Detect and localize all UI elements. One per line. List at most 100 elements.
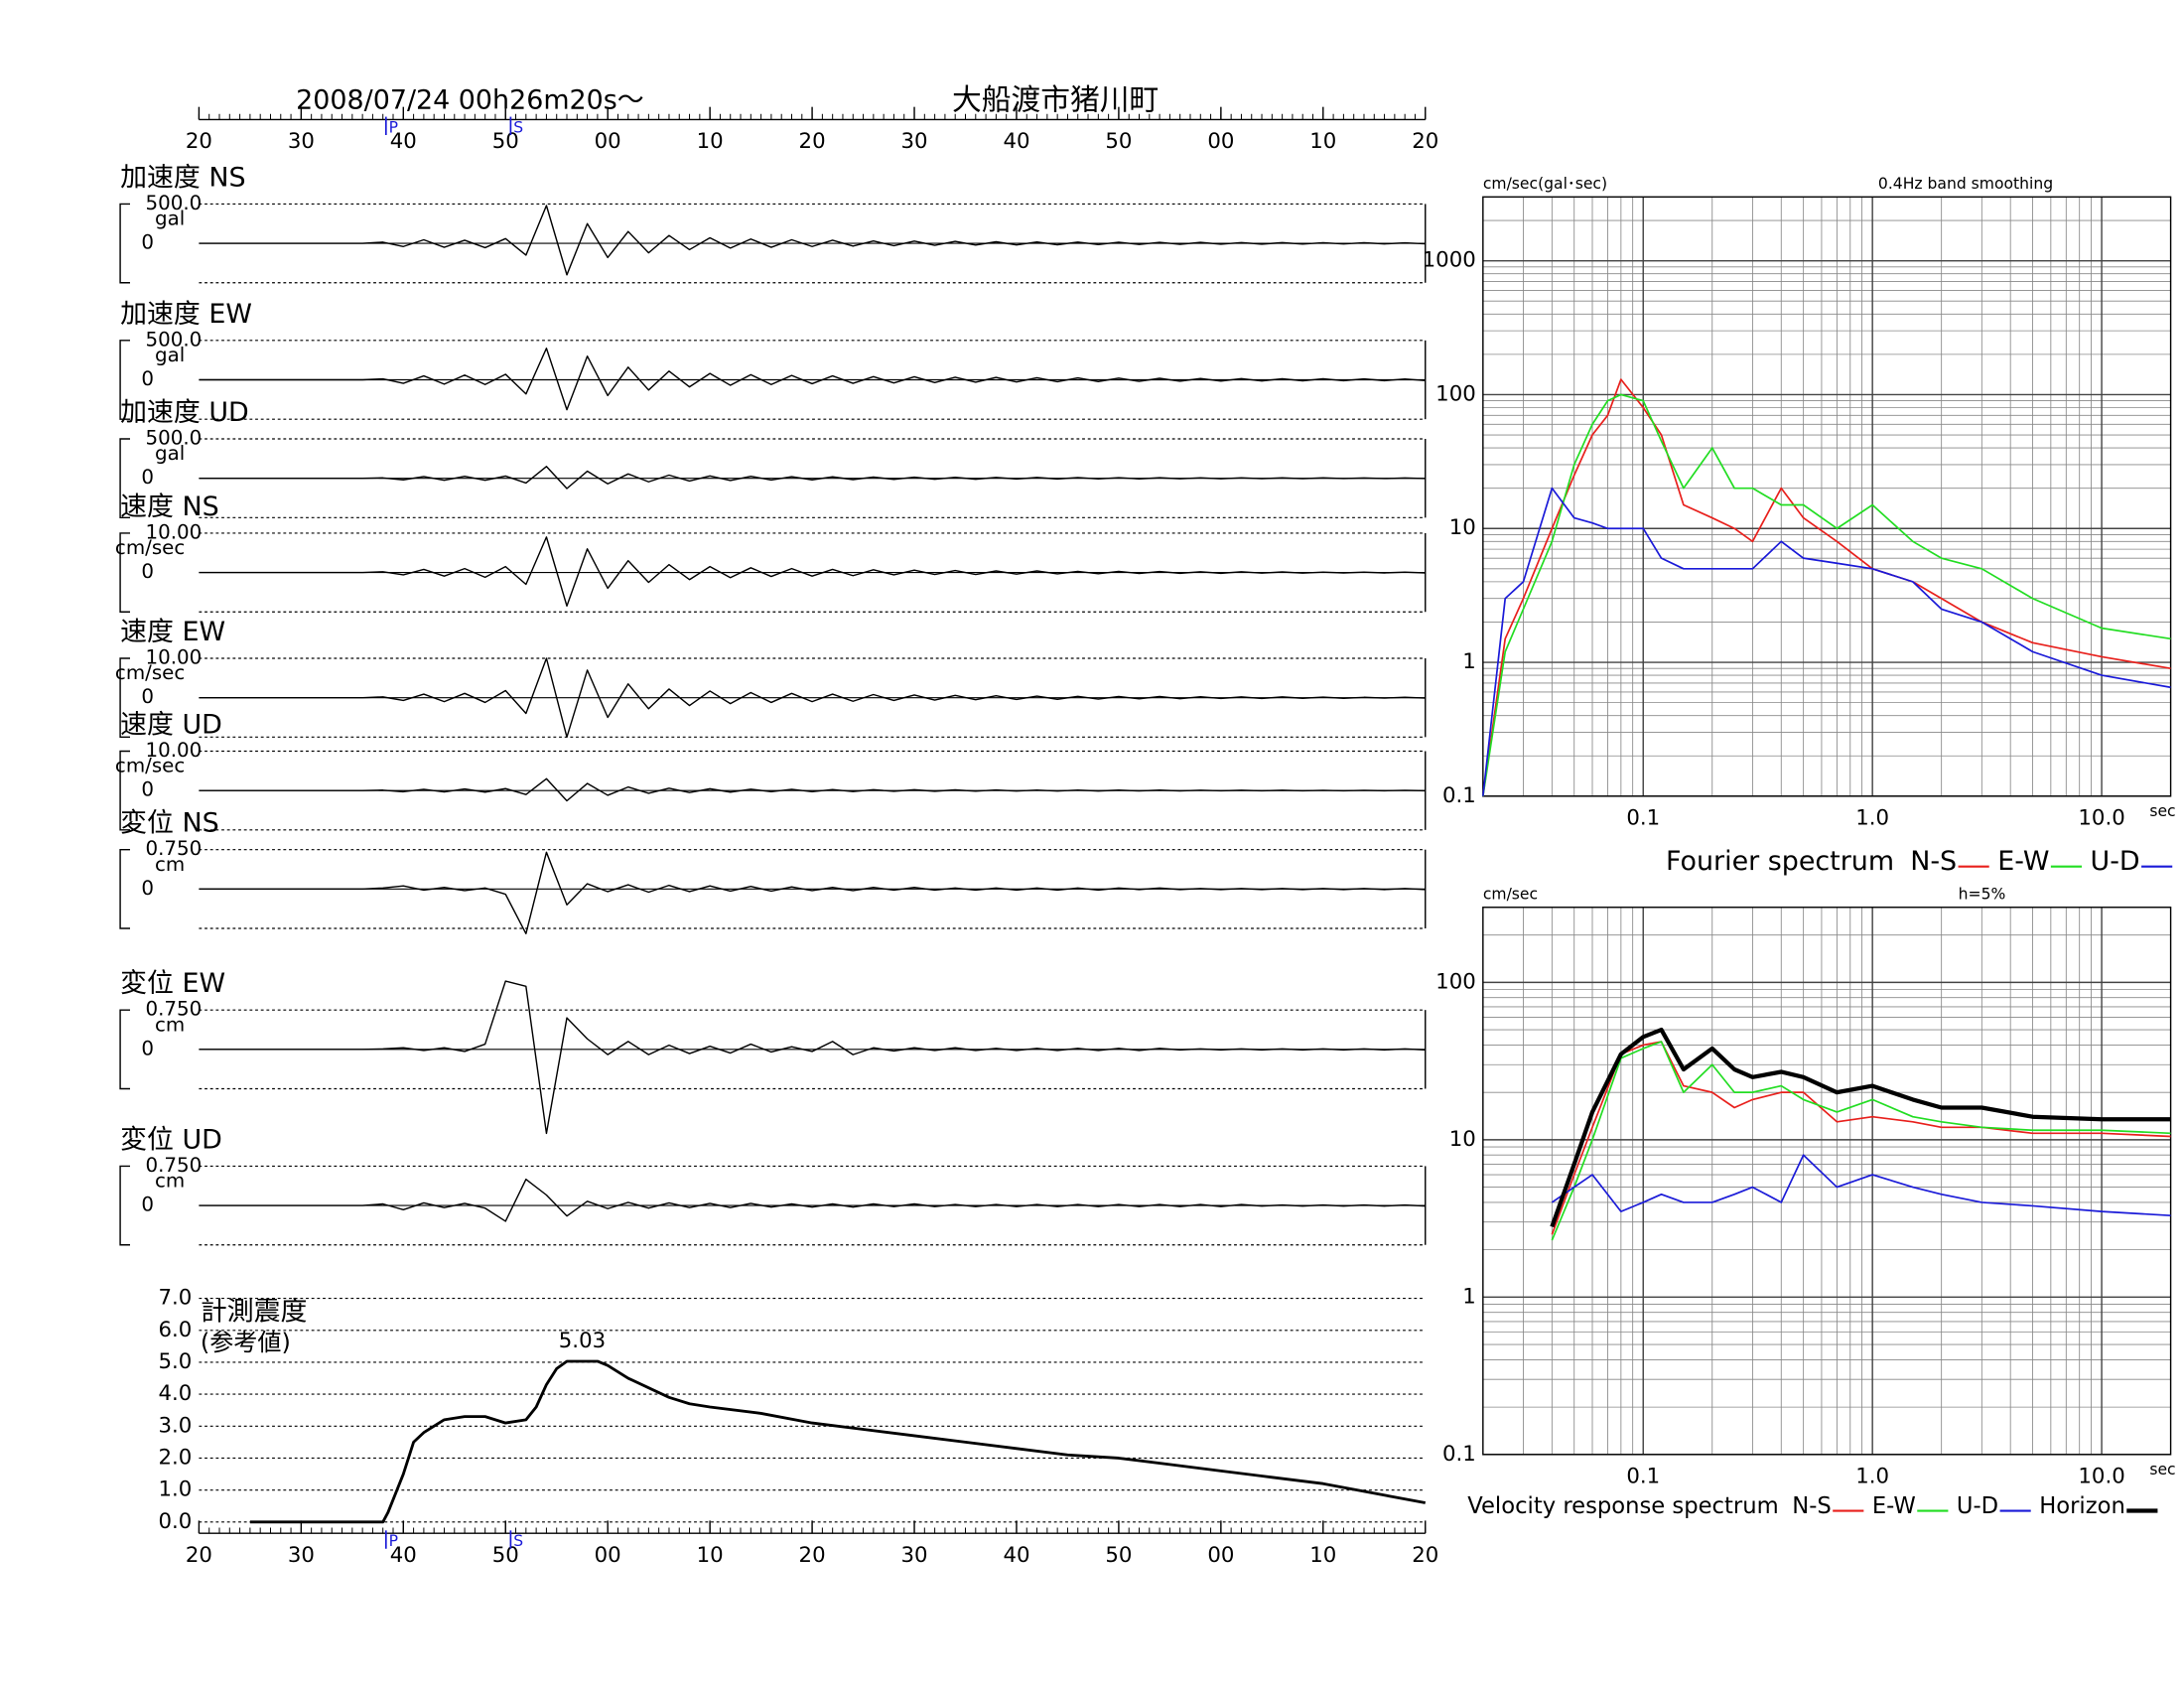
panel-title: 変位 EW: [120, 968, 225, 999]
chart-note: 0.4Hz band smoothing: [1878, 175, 2053, 193]
phase-label: S: [513, 1532, 523, 1550]
spectrum-line: [1481, 378, 2171, 796]
legend-label: N-S: [1910, 846, 1957, 877]
y-tick-label: 1: [1462, 1284, 1476, 1309]
unit-label: cm/sec: [115, 755, 185, 777]
waveform: [199, 1178, 1426, 1222]
legend-title: Velocity response spectrum: [1467, 1493, 1778, 1519]
y-tick-label: 0: [141, 560, 154, 583]
chart-subtitle: (参考値): [201, 1329, 291, 1356]
station: 大船渡市猪川町: [952, 83, 1159, 118]
legend-label: Horizon: [2039, 1493, 2125, 1519]
panel-title: 加速度 EW: [120, 299, 252, 330]
panel-bracket: [119, 657, 131, 739]
spectrum-line: [1551, 1154, 2171, 1217]
y-tick-label: 500.0: [145, 427, 202, 450]
unit-label: gal: [155, 208, 185, 230]
x-tick-label: 00: [595, 129, 621, 154]
panel-bracket: [119, 1165, 131, 1246]
x-tick-label: 40: [1003, 129, 1029, 154]
x-tick-label: 10.0: [2078, 806, 2124, 831]
x-tick-label: 20: [186, 1543, 212, 1568]
x-tick-label: 30: [288, 1543, 315, 1568]
y-tick-label: 10.00: [145, 739, 202, 762]
x-tick-label: 50: [1105, 129, 1132, 154]
x-tick-label: 20: [1412, 129, 1438, 154]
unit-label: gal: [155, 344, 185, 366]
x-tick-label: 1.0: [1855, 806, 1889, 831]
x-tick-label: 30: [901, 129, 928, 154]
y-tick-label: 2.0: [159, 1445, 193, 1470]
x-tick-label: 30: [288, 129, 315, 154]
y-tick-label: 10.00: [145, 520, 202, 543]
spectrum-line: [1551, 1041, 2171, 1241]
legend-label: N-S: [1792, 1493, 1832, 1519]
panel-title: 加速度 UD: [120, 397, 249, 428]
y-tick-label: 1000: [1423, 248, 1476, 273]
phase-label: S: [513, 118, 523, 136]
x-tick-label: 0.1: [1626, 1465, 1660, 1489]
x-tick-label: 0.1: [1626, 806, 1660, 831]
x-tick-label: 00: [1207, 129, 1234, 154]
y-tick-label: 5.0: [159, 1349, 193, 1374]
x-tick-label: 1.0: [1855, 1465, 1889, 1489]
spectrum-line: [1550, 1027, 2171, 1228]
x-tick-label: 20: [799, 1543, 826, 1568]
y-tick-label: 0: [141, 1037, 154, 1059]
panel-bracket: [119, 532, 131, 613]
y-tick-label: 1.0: [159, 1477, 193, 1502]
y-tick-label: 0.750: [145, 998, 202, 1021]
unit-label: cm: [155, 853, 185, 876]
waveform: [199, 205, 1426, 276]
datetime: 2008/07/24 00h26m20s〜: [296, 85, 644, 116]
y-tick-label: 0: [141, 685, 154, 708]
y-tick-label: 10: [1449, 1127, 1476, 1152]
unit-label: cm: [155, 1170, 185, 1193]
x-axis-label: sec: [2149, 1461, 2175, 1478]
x-tick-label: 00: [1207, 1543, 1234, 1568]
x-axis-label: sec: [2149, 802, 2175, 820]
y-tick-label: 7.0: [159, 1286, 193, 1311]
waveform: [199, 536, 1426, 608]
unit-label: cm: [155, 1013, 185, 1036]
y-tick-label: 0.1: [1442, 1442, 1476, 1467]
y-tick-label: 6.0: [159, 1318, 193, 1342]
waveform: [199, 657, 1426, 739]
y-tick-label: 100: [1435, 381, 1476, 406]
waveform: [199, 980, 1426, 1135]
x-tick-label: 30: [901, 1543, 928, 1568]
legend-label: U-D: [1957, 1493, 1998, 1519]
annotation: 5.03: [559, 1329, 606, 1353]
y-tick-label: 3.0: [159, 1413, 193, 1438]
y-tick-label: 0: [141, 367, 154, 390]
panel-bracket: [119, 1009, 131, 1090]
phase-label: P: [389, 118, 398, 136]
legend-title: Fourier spectrum: [1666, 846, 1894, 877]
x-tick-label: 40: [1003, 1543, 1029, 1568]
x-tick-label: 50: [1105, 1543, 1132, 1568]
y-tick-label: 10.00: [145, 646, 202, 669]
x-tick-label: 10: [697, 129, 724, 154]
unit-label: cm/sec: [115, 536, 185, 559]
unit-label: cm/sec: [115, 661, 185, 684]
y-axis-label: cm/sec: [1483, 886, 1538, 904]
x-tick-label: 10: [1309, 1543, 1336, 1568]
panel-bracket: [119, 848, 131, 929]
y-tick-label: 500.0: [145, 328, 202, 351]
panel-bracket: [119, 438, 131, 519]
panel-title: 速度 EW: [120, 617, 225, 647]
y-tick-label: 0.0: [159, 1509, 193, 1534]
waveform: [199, 466, 1426, 490]
panel-title: 加速度 NS: [120, 162, 245, 193]
intensity-line: [249, 1359, 1427, 1524]
panel-bracket: [119, 750, 131, 831]
y-tick-label: 0: [141, 466, 154, 489]
x-tick-label: 40: [390, 1543, 417, 1568]
y-tick-label: 0.750: [145, 1154, 202, 1177]
y-tick-label: 0.1: [1442, 783, 1476, 808]
y-tick-label: 0.750: [145, 837, 202, 860]
panel-bracket: [119, 340, 131, 420]
x-tick-label: 10: [1309, 129, 1336, 154]
legend-label: U-D: [2091, 846, 2140, 877]
